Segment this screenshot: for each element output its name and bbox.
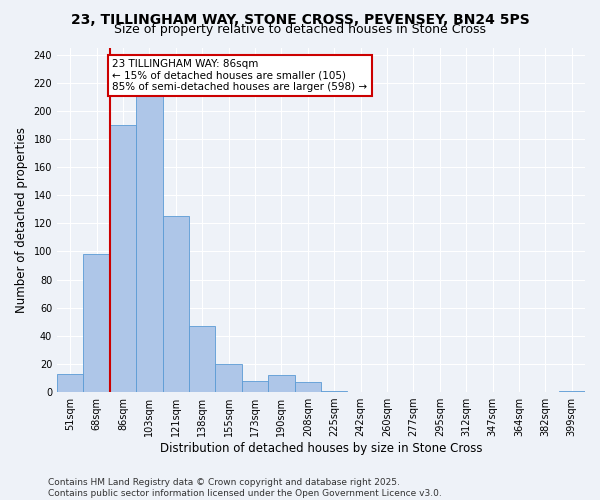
Bar: [57, 374, 83, 392]
Y-axis label: Number of detached properties: Number of detached properties: [15, 127, 28, 313]
Bar: [163, 216, 189, 392]
Bar: [268, 375, 295, 392]
Bar: [136, 82, 163, 392]
X-axis label: Distribution of detached houses by size in Stone Cross: Distribution of detached houses by size …: [160, 442, 482, 455]
Text: Contains HM Land Registry data © Crown copyright and database right 2025.
Contai: Contains HM Land Registry data © Crown c…: [48, 478, 442, 498]
Text: 23 TILLINGHAM WAY: 86sqm
← 15% of detached houses are smaller (105)
85% of semi-: 23 TILLINGHAM WAY: 86sqm ← 15% of detach…: [112, 59, 368, 92]
Text: 23, TILLINGHAM WAY, STONE CROSS, PEVENSEY, BN24 5PS: 23, TILLINGHAM WAY, STONE CROSS, PEVENSE…: [71, 12, 529, 26]
Bar: [215, 364, 242, 392]
Text: Size of property relative to detached houses in Stone Cross: Size of property relative to detached ho…: [114, 22, 486, 36]
Bar: [189, 326, 215, 392]
Bar: [559, 390, 585, 392]
Bar: [110, 125, 136, 392]
Bar: [295, 382, 321, 392]
Bar: [83, 254, 110, 392]
Bar: [321, 390, 347, 392]
Bar: [242, 381, 268, 392]
